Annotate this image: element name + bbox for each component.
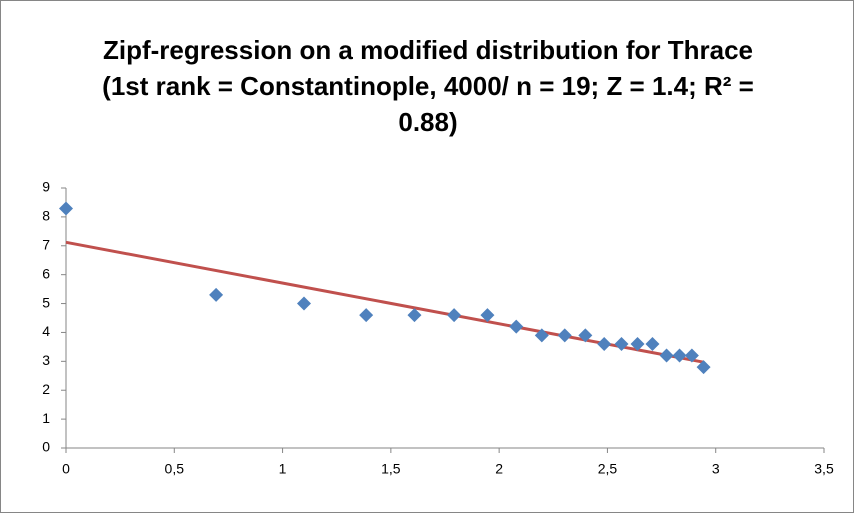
y-tick-label: 8 — [42, 208, 50, 224]
point — [407, 308, 422, 323]
y-tick-label: 3 — [42, 352, 50, 368]
point — [209, 287, 224, 302]
x-tick-label: 0,5 — [165, 461, 185, 477]
point — [297, 296, 312, 311]
chart-title: Zipf-regression on a modified distributi… — [102, 35, 754, 137]
x-tick-label: 2 — [495, 461, 503, 477]
y-tick-label: 4 — [42, 323, 50, 339]
point — [696, 360, 711, 375]
x-tick-label: 0 — [62, 461, 70, 477]
point — [509, 319, 524, 334]
point — [684, 348, 699, 363]
point — [578, 328, 593, 343]
point — [557, 328, 572, 343]
y-tick-label: 5 — [42, 294, 50, 310]
point — [614, 337, 629, 351]
x-tick-label: 3 — [712, 461, 720, 477]
point — [534, 328, 549, 343]
x-tick-label: 1 — [279, 461, 287, 477]
point — [659, 348, 674, 363]
point — [480, 308, 495, 323]
y-tick-label: 7 — [42, 236, 50, 252]
x-tick-label: 3,5 — [814, 461, 834, 477]
point — [59, 201, 73, 216]
y-tick-label: 0 — [42, 439, 50, 455]
point — [672, 348, 687, 363]
x-tick-label: 2,5 — [598, 461, 618, 477]
y-tick-label: 9 — [42, 179, 50, 195]
trendline — [65, 240, 704, 364]
y-tick-label: 2 — [42, 381, 50, 397]
point — [359, 308, 374, 323]
point — [645, 337, 660, 351]
y-tick-label: 1 — [42, 410, 50, 426]
point — [630, 337, 645, 351]
point — [597, 337, 612, 351]
y-tick-label: 6 — [42, 265, 50, 281]
x-tick-label: 1,5 — [381, 461, 401, 477]
point — [447, 308, 462, 323]
